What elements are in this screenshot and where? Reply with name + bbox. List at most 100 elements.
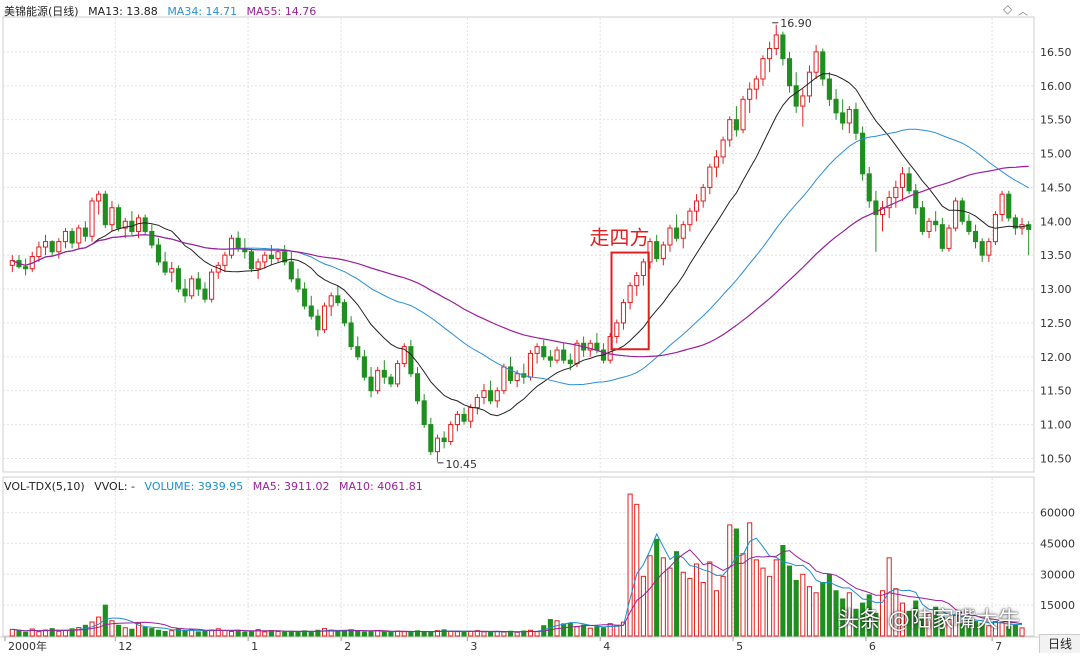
volume-bar	[946, 619, 952, 637]
volume-bar	[182, 630, 188, 637]
volume-bar	[9, 628, 15, 637]
volume-bar	[1012, 624, 1018, 637]
candle-body	[315, 315, 321, 331]
candle-body	[494, 390, 500, 402]
candle-body	[614, 322, 620, 337]
volume-bar	[262, 631, 268, 637]
volume-bar	[992, 621, 999, 637]
candle-body	[102, 193, 108, 226]
ma34-label: MA34: 14.71	[167, 5, 238, 18]
price-tick-label: 12.00	[1040, 351, 1072, 364]
volume-bar	[142, 626, 148, 637]
candle-body	[654, 241, 660, 260]
x-tick-label: 4	[603, 640, 610, 653]
candle-body	[189, 278, 195, 297]
x-tick-label: 2000年	[8, 639, 47, 653]
volume-bar	[767, 575, 773, 637]
candle-body	[793, 85, 799, 107]
volume-bar	[135, 622, 142, 637]
volume-indicator-name: VOL-TDX(5,10)	[4, 480, 85, 493]
price-panel-frame	[2, 16, 1035, 473]
volume-bar	[840, 598, 846, 637]
candle-body	[826, 78, 832, 100]
x-tick-label: 7	[995, 640, 1002, 653]
candle-body	[175, 268, 181, 290]
candle-body	[248, 251, 255, 270]
volume-bar	[647, 555, 653, 637]
price-tick-label: 15.00	[1040, 148, 1072, 161]
candle-body	[182, 288, 188, 297]
volume-bar	[474, 630, 480, 637]
candle-body	[946, 227, 952, 249]
volume-bar	[727, 524, 733, 637]
volume-tick-label: 45000	[1040, 537, 1075, 550]
volume-bar	[129, 628, 135, 637]
collapse-chevron-icon[interactable]: ︿	[1018, 7, 1028, 18]
volume-bar	[654, 538, 660, 637]
volume-header: VOL-TDX(5,10) VVOL: - VOLUME: 3939.95 MA…	[4, 480, 429, 493]
candle-body	[514, 373, 520, 382]
volume-bar	[913, 600, 919, 637]
volume-bar	[634, 503, 640, 637]
price-tick-label: 14.50	[1040, 181, 1072, 194]
candle-body	[408, 346, 414, 375]
candle-body	[454, 413, 460, 426]
price-tick-label: 14.00	[1040, 215, 1072, 228]
candle-body	[620, 302, 627, 324]
volume-bar	[62, 629, 69, 637]
volume-bar	[780, 544, 786, 637]
candle-body	[96, 193, 102, 202]
volume-tick-label: 15000	[1040, 599, 1075, 612]
candle-body	[42, 241, 49, 248]
volume-bar	[321, 628, 328, 637]
candle-body	[388, 376, 394, 385]
volume-bar	[368, 630, 374, 637]
candle-body	[222, 254, 228, 266]
candle-body	[428, 424, 434, 453]
volume-bar	[926, 612, 932, 637]
volume-bar	[441, 629, 447, 637]
volume-bar	[826, 573, 832, 637]
diamond-icon[interactable]: ◇	[1003, 2, 1013, 16]
volume-bar	[986, 625, 992, 637]
candle-body	[23, 266, 29, 270]
candle-body	[820, 51, 826, 80]
candle-body	[753, 78, 759, 90]
candle-body	[461, 413, 467, 422]
volume-bar	[720, 575, 726, 637]
candle-body	[116, 207, 122, 229]
volume-bar	[680, 571, 686, 637]
candle-body	[866, 173, 872, 202]
volume-bar	[713, 590, 720, 637]
candle-body	[567, 359, 573, 365]
volume-bar	[82, 624, 88, 637]
candle-body	[727, 119, 733, 141]
volume-bar	[468, 630, 474, 637]
volume-bar	[355, 630, 361, 637]
volume-bar	[674, 551, 680, 637]
candle-body	[275, 251, 281, 260]
volume-bar	[189, 629, 195, 637]
volume-bar	[1006, 626, 1012, 637]
candle-body	[800, 95, 806, 107]
candle-body	[680, 224, 686, 239]
volume-bar	[820, 582, 826, 637]
volume-bar	[248, 630, 255, 637]
period-tab[interactable]: 日线	[1039, 634, 1080, 653]
volume-bar	[414, 630, 421, 637]
price-tick-label: 12.50	[1040, 317, 1072, 330]
volume-bar	[23, 631, 29, 637]
low-price-label: 10.45	[445, 458, 477, 471]
candle-body	[953, 200, 959, 229]
volume-bar	[501, 631, 507, 637]
candle-body	[634, 274, 640, 287]
candle-body	[368, 376, 374, 392]
volume-bar	[687, 577, 693, 637]
candle-body	[488, 390, 494, 402]
volume-bar	[846, 592, 852, 637]
candle-body	[321, 305, 328, 331]
volume-bar	[195, 631, 201, 637]
volume-bar	[707, 561, 713, 637]
